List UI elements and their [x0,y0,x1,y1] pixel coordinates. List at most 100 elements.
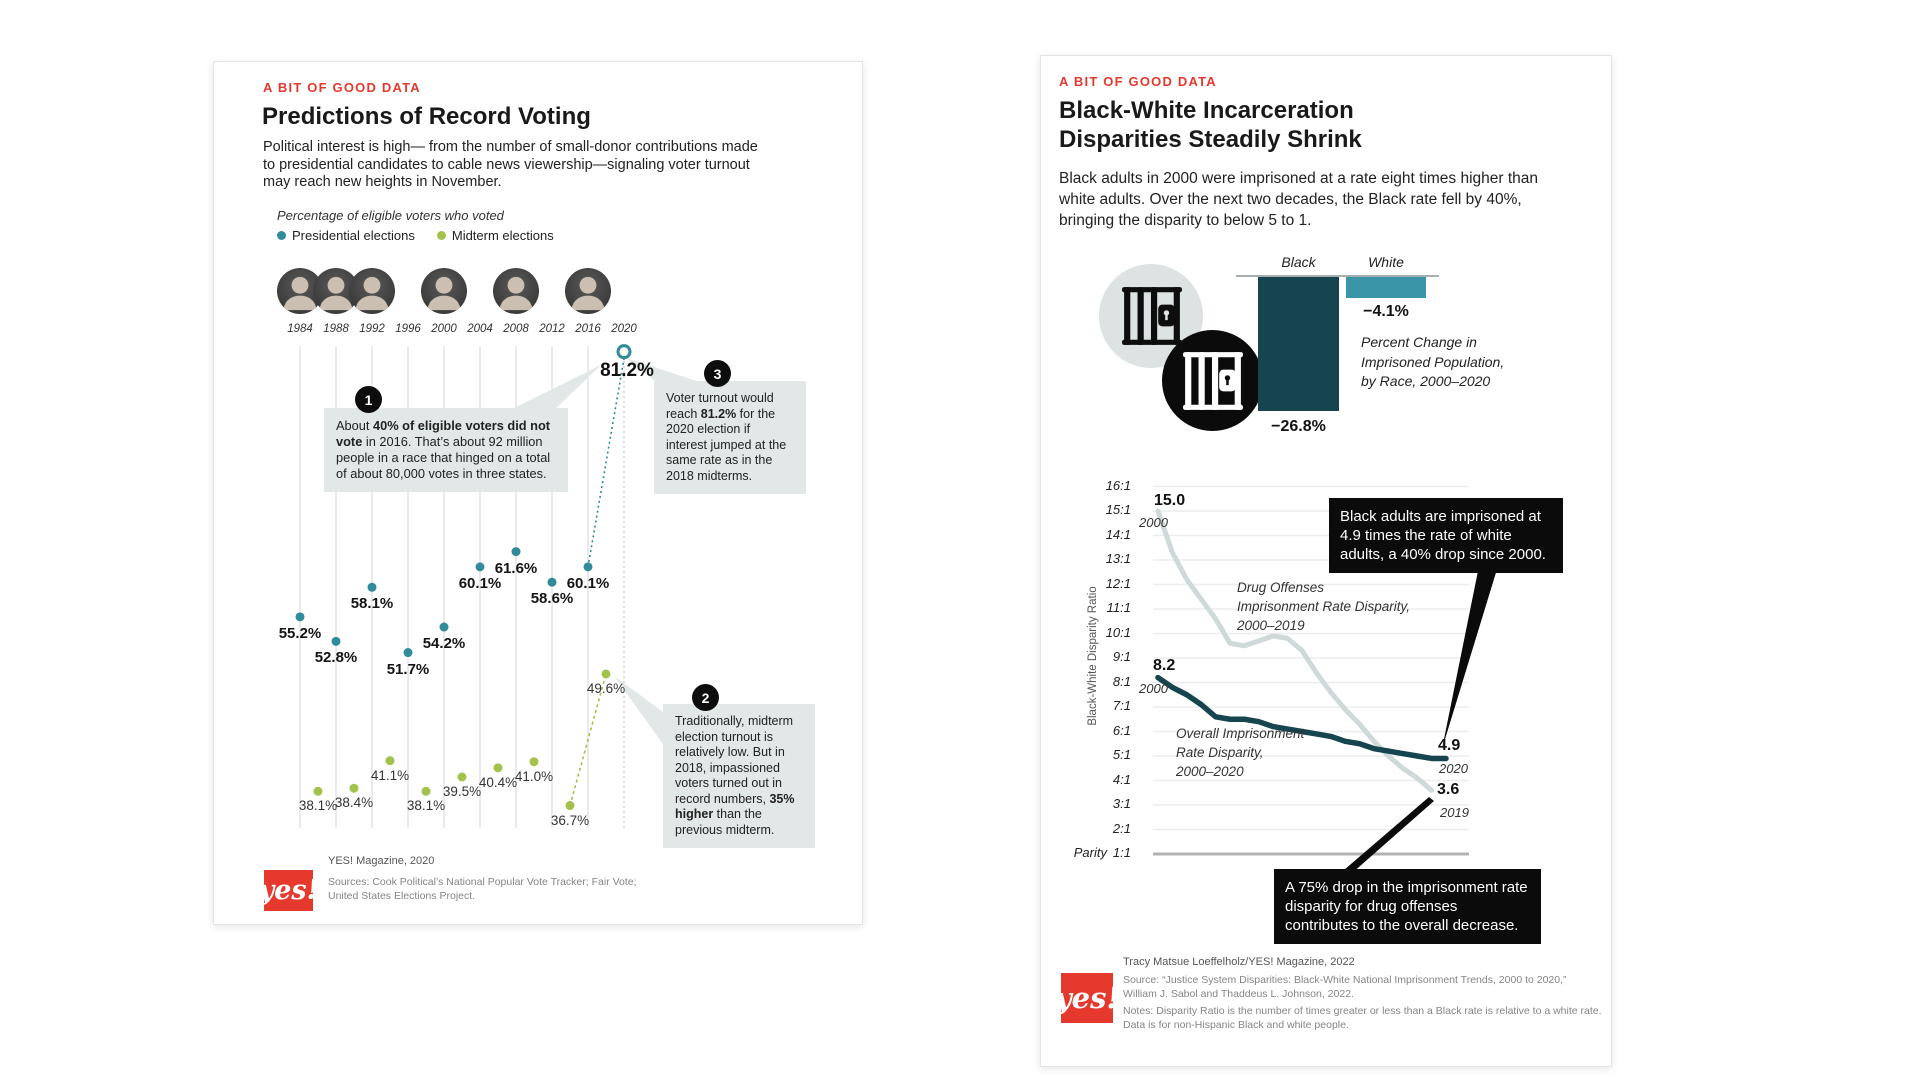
intro-left: Political interest is high— from the num… [263,139,758,190]
drug-series-label: Drug Offenses Imprisonment Rate Disparit… [1237,580,1411,633]
annotation-3-number: 3 [704,360,731,387]
annotation-3-box: Voter turnout would reach 81.2% for the … [654,381,806,494]
presidential-data-label: 60.1% [566,574,610,592]
presidential-data-point [295,612,305,622]
presidential-data-label: 60.1% [458,574,502,592]
presidential-data-label: 58.6% [530,590,574,608]
president-photo [565,268,611,314]
credit-line: YES! Magazine, 2020 [328,855,435,867]
drug-start-year: 2000 [1139,515,1168,530]
y-tick-label: 5:1 [1112,747,1131,762]
y-tick-label: 10:1 [1105,624,1131,640]
projection-label: 81.2% [600,359,654,381]
presidential-data-point [439,622,449,632]
parity-label: Parity [1073,845,1107,860]
midterm-data-point [565,801,575,811]
annotation-2-number: 2 [692,684,719,711]
president-photo [493,268,539,314]
x-tick-label: 2016 [575,323,601,335]
midterm-dot-icon [436,231,446,240]
midterm-data-label: 39.5% [442,784,482,799]
callout-overall-drop: Black adults are imprisoned at 4.9 times… [1329,498,1563,573]
x-tick-label: 1992 [359,323,385,335]
midterm-data-label: 41.0% [514,768,554,784]
y-tick-label: 2:1 [1112,820,1131,836]
midterm-data-label: 38.1% [406,798,446,814]
legend-item-presidential: Presidential elections [277,228,415,243]
callout-pointer [1344,797,1434,874]
x-tick-label: 2004 [467,323,493,335]
drug-end-year: 2019 [1440,805,1469,820]
y-tick-label: 1:1 [1112,845,1131,860]
yes-magazine-logo: yes! [259,870,318,911]
person-silhouette-icon [499,276,533,311]
midterm-data-point [385,756,395,766]
jail-bars-icon [1122,287,1182,345]
y-tick-label: 3:1 [1112,796,1131,811]
y-tick-label: 13:1 [1105,551,1131,566]
intro-right: Black adults in 2000 were imprisoned at … [1059,170,1539,229]
legend-label: Midterm elections [451,228,554,243]
projection-open-circle [616,344,632,360]
person-silhouette-icon [427,276,461,311]
legend-label: Presidential elections [292,228,415,243]
bar-white [1346,277,1426,298]
x-tick-label: 2000 [431,323,457,335]
chart-subtitle: Percentage of eligible voters who voted [277,208,504,223]
x-tick-label: 2008 [503,323,529,335]
sources-line: Sources: Cook Political’s National Popul… [328,876,637,902]
drug-start-value: 15.0 [1154,492,1186,509]
callout-pointer [1442,566,1498,749]
x-tick-label: 1984 [287,323,313,335]
presidential-data-point [511,547,521,557]
y-tick-label: 8:1 [1112,673,1131,689]
y-tick-label: 11:1 [1106,600,1131,615]
y-tick-label: 15:1 [1105,502,1131,517]
person-silhouette-icon [571,276,605,311]
overall-end-value: 4.9 [1438,737,1461,754]
president-photo [421,268,467,314]
y-tick-label: 7:1 [1112,698,1131,713]
y-tick-label: 12:1 [1105,575,1131,591]
presidential-data-label: 52.8% [314,649,358,667]
midterm-data-label: 40.4% [478,774,518,790]
presidential-data-label: 54.2% [422,635,466,653]
person-silhouette-icon [355,276,389,311]
presidential-data-label: 61.6% [494,559,538,577]
kicker-right: A BIT OF GOOD DATA [1059,74,1217,89]
person-silhouette-icon [283,276,317,311]
president-photo [277,268,323,314]
yes-magazine-logo: yes! [1055,973,1119,1023]
jail-bars-icon-inverse [1183,352,1243,410]
legend: Presidential elections Midterm elections [277,228,554,243]
bar-black [1258,277,1339,411]
callout-drug-drop: A 75% drop in the imprisonment rate disp… [1274,869,1541,944]
midterm-data-label: 36.7% [550,812,590,828]
overall-end-year: 2020 [1439,761,1468,776]
presidential-data-point [583,562,593,572]
president-photo [349,268,395,314]
overall-start-value: 8.2 [1153,657,1176,674]
y-tick-label: 14:1 [1105,526,1131,542]
credit-line: Tracy Matsue Loeffelholz/YES! Magazine, … [1123,956,1355,968]
presidential-dot-icon [277,231,286,240]
bar-value-white: −4.1% [1363,303,1409,320]
midterm-data-point [529,757,539,767]
y-tick-label: 4:1 [1112,771,1131,787]
overall-series-label: Overall Imprisonment Rate Disparity, 200… [1176,726,1305,779]
bar-chart-caption: Percent Change in Imprisoned Population,… [1361,334,1505,389]
presidential-data-label: 58.1% [350,595,394,613]
midterm-data-label: 49.6% [586,680,626,696]
annotation-pointer-wedge [510,365,601,410]
midterm-data-point [349,783,359,793]
x-tick-label: 2012 [539,323,565,335]
legend-item-midterm: Midterm elections [436,228,554,243]
incarceration-infographic-card: A BIT OF GOOD DATA Black-White Incarcera… [1040,55,1612,1067]
overall-start-year: 2000 [1139,681,1168,696]
source-line: Source: “Justice System Disparities: Bla… [1123,974,1567,1000]
bar-baseline [1236,275,1439,277]
x-tick-label: 2020 [611,323,637,335]
bar-category-white: White [1368,254,1404,270]
midterm-data-label: 38.4% [334,795,374,811]
